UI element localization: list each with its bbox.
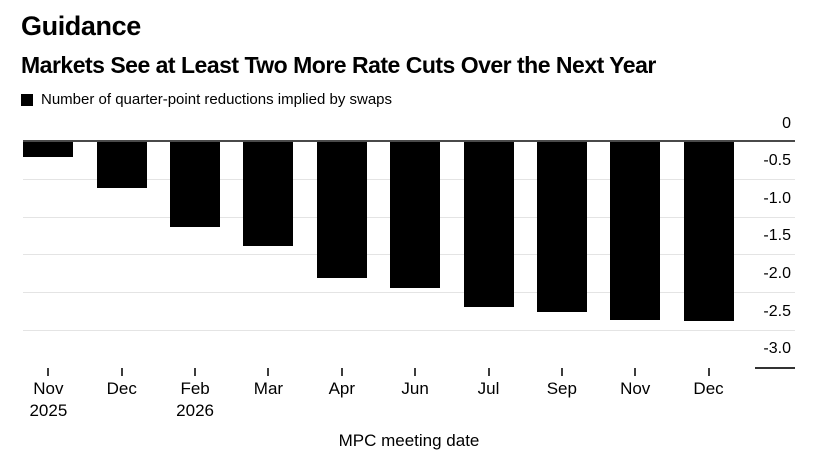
x-axis-month-label: Mar [253, 379, 284, 398]
x-axis-tick [707, 368, 710, 376]
bar-nov-8 [610, 141, 661, 320]
y-axis-label: 0 [782, 114, 791, 132]
bar-feb-2 [170, 141, 221, 228]
chart-headline: Markets See at Least Two More Rate Cuts … [21, 52, 656, 78]
x-axis-month-label: Nov [620, 379, 651, 398]
x-axis-month-label: Jun [401, 379, 429, 398]
chart-legend: Number of quarter-point reductions impli… [21, 91, 392, 108]
x-axis-tick [120, 368, 123, 376]
x-axis-tick [634, 368, 637, 376]
x-axis-tick [340, 368, 343, 376]
y-axis-label: -1.5 [763, 227, 791, 245]
y-axis-label: -2.0 [763, 265, 791, 283]
x-axis-year-label: 2026 [176, 401, 214, 420]
x-axis-tick [487, 368, 490, 376]
x-axis-tick [267, 368, 270, 376]
x-axis-tick [47, 368, 50, 376]
x-axis-month-label: Feb [180, 379, 210, 398]
zero-baseline [23, 140, 795, 142]
x-axis-tick [414, 368, 417, 376]
x-axis-month-label: Sep [546, 379, 577, 398]
x-axis-month-label: Nov [33, 379, 64, 398]
x-axis-month-label: Dec [693, 379, 724, 398]
y-axis-bottom-line [755, 367, 795, 370]
bar-dec-9 [683, 141, 734, 321]
x-axis-tick [560, 368, 563, 376]
gridline [23, 292, 795, 294]
bar-mar-3 [243, 141, 294, 247]
bar-jun-5 [390, 141, 441, 288]
legend-swatch-icon [21, 93, 33, 106]
legend-series-label: Number of quarter-point reductions impli… [41, 91, 392, 108]
x-axis-month-label: Apr [328, 379, 356, 398]
bar-apr-4 [316, 141, 367, 278]
y-axis-label: -2.5 [763, 302, 791, 320]
y-axis-label: -1.0 [763, 189, 791, 207]
x-axis-month-label: Jul [477, 379, 500, 398]
bar-dec-1 [96, 141, 147, 189]
bar-nov-0 [23, 141, 74, 157]
y-axis-label: -0.5 [763, 152, 791, 170]
x-axis-tick [194, 368, 197, 376]
y-axis-label: -3.0 [763, 340, 791, 358]
x-axis-month-label: Dec [106, 379, 137, 398]
bar-sep-7 [536, 141, 587, 312]
x-axis-title: MPC meeting date [338, 431, 480, 450]
x-axis-year-label: 2025 [29, 401, 68, 420]
chart-kicker-title: Guidance [21, 11, 141, 41]
gridline [23, 329, 795, 331]
bar-jul-6 [463, 141, 514, 308]
